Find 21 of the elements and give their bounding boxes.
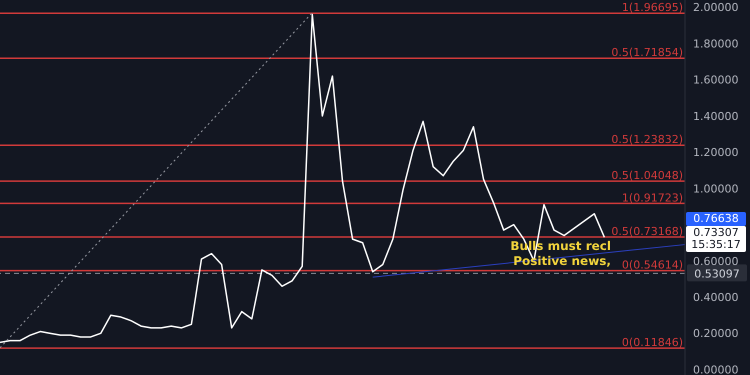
y-tick-label: 1.00000	[693, 182, 738, 196]
ref-line-label: 0.5(1.04048)	[611, 169, 683, 182]
y-tick-label: 0.60000	[693, 254, 738, 268]
y-tick-label: 1.40000	[693, 110, 738, 123]
ref-line-label: 1(1.96695)	[622, 1, 683, 14]
y-tick-label: 1.20000	[693, 146, 738, 160]
ref-line-label: 0.5(1.23832)	[611, 133, 683, 146]
y-tick-label: 1.60000	[693, 74, 738, 87]
ref-line-label: 0.53097	[694, 267, 740, 280]
y-tick-label: 0.40000	[693, 291, 738, 304]
ref-line-label: 0(0.11846)	[622, 336, 683, 350]
ref-line-label: 0(0.54614)	[622, 258, 683, 272]
y-tick-label: 1.80000	[693, 37, 738, 50]
y-tick-label: 0.20000	[693, 327, 738, 340]
text: 0.76638	[686, 212, 746, 226]
y-tick-label: 2.00000	[693, 1, 738, 14]
ref-line-label: 0.5(1.71854)	[611, 46, 683, 60]
ref-line-label: 0.5(0.73168)	[611, 225, 683, 238]
y-tick-label: 0.00000	[693, 363, 738, 375]
text: 0.73307 15:35:17	[686, 226, 746, 252]
ref-line-label: 1(0.91723)	[622, 191, 683, 204]
